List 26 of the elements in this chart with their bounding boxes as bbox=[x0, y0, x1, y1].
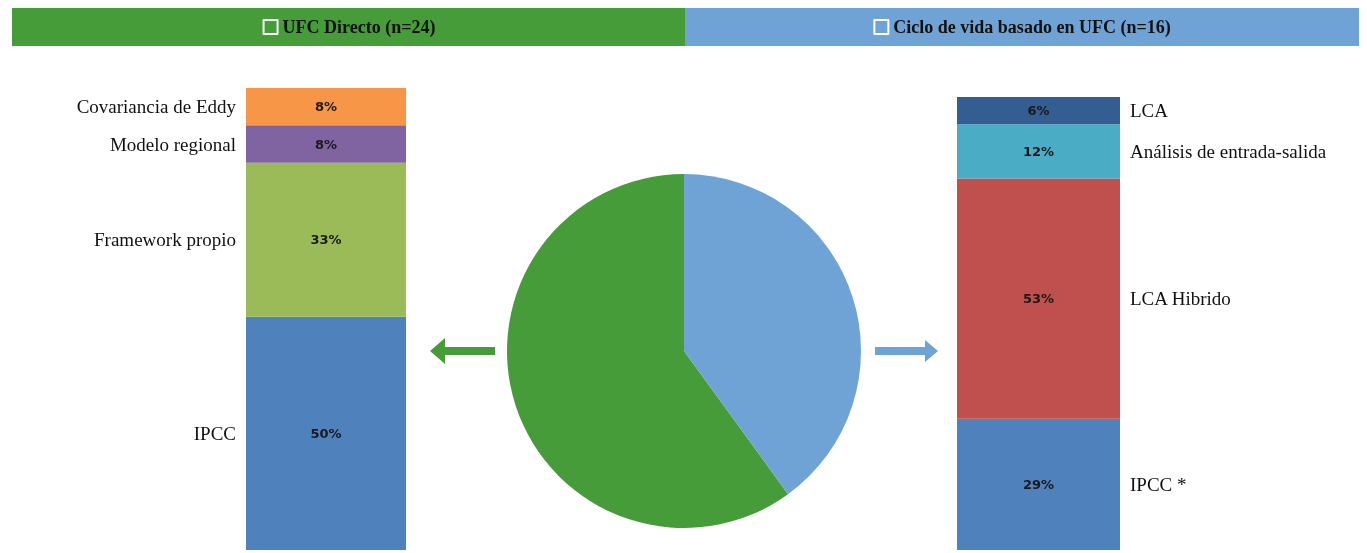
data-label: 6% bbox=[1027, 103, 1050, 119]
legend-label: Ciclo de vida basado en UFC (n=16) bbox=[893, 17, 1171, 38]
data-label: 8% bbox=[314, 136, 338, 152]
data-label: 50% bbox=[310, 425, 342, 441]
series-label: IPCC * bbox=[1130, 473, 1187, 495]
series-label: IPCC bbox=[193, 422, 236, 444]
series-label: LCA bbox=[1130, 100, 1169, 122]
series-label: Análisis de entrada-salida bbox=[1130, 140, 1327, 162]
data-label: 12% bbox=[1022, 143, 1055, 159]
series-label: Framework propio bbox=[94, 229, 236, 251]
series-label: Covariancia de Eddy bbox=[76, 96, 237, 118]
bar bbox=[957, 178, 1120, 419]
bar bbox=[957, 418, 1120, 550]
data-label: 29% bbox=[1022, 476, 1055, 492]
bar bbox=[246, 316, 406, 550]
bar bbox=[246, 125, 406, 163]
bar bbox=[957, 124, 1120, 179]
series-label: Modelo regional bbox=[109, 133, 236, 155]
data-label: 53% bbox=[1022, 291, 1055, 307]
bar bbox=[246, 162, 406, 317]
bar bbox=[957, 97, 1120, 125]
data-label: 8% bbox=[314, 99, 338, 115]
data-label: 33% bbox=[310, 232, 342, 248]
bar bbox=[246, 88, 406, 126]
series-label: LCA Hibrido bbox=[1130, 288, 1231, 310]
legend-label: UFC Directo (n=24) bbox=[282, 17, 436, 38]
